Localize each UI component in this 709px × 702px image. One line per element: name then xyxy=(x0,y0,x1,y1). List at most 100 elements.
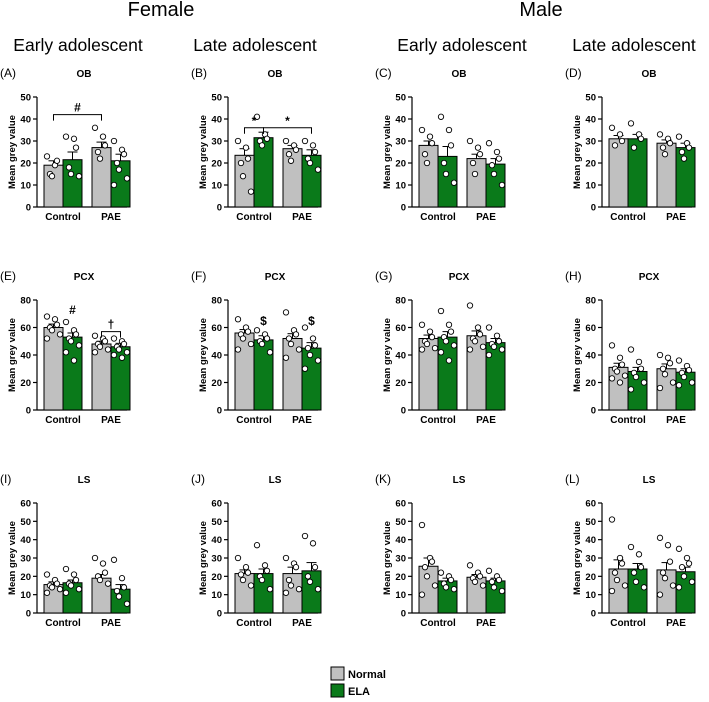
data-point xyxy=(680,155,688,162)
data-point xyxy=(495,576,503,584)
y-tick-label: 0 xyxy=(401,203,406,214)
data-point xyxy=(62,349,70,356)
data-point xyxy=(485,351,493,359)
panel-label: (I) xyxy=(0,472,11,486)
data-point xyxy=(493,148,501,156)
data-point xyxy=(91,332,99,339)
data-point xyxy=(666,140,674,147)
panel-b: (B) OB Mean grey value 0 10 20 30 40 50 Control PA… xyxy=(191,66,322,223)
data-point xyxy=(627,346,635,353)
data-point xyxy=(94,148,102,156)
data-point xyxy=(450,179,458,186)
panel-title: PCX xyxy=(639,272,660,283)
data-point xyxy=(442,170,450,178)
data-point xyxy=(466,137,474,145)
data-point xyxy=(426,133,434,140)
data-point xyxy=(669,582,677,589)
x-tick-label: PAE xyxy=(292,618,312,629)
data-point xyxy=(237,159,245,167)
panel-title: LS xyxy=(643,475,656,486)
y-tick-label: 40 xyxy=(585,115,596,126)
panel-j: (J) LS Mean grey value 0 10 20 30 40 50 60 Control… xyxy=(191,472,322,629)
y-tick-label: 10 xyxy=(395,590,406,601)
panel-title: PCX xyxy=(449,272,470,283)
data-point xyxy=(70,357,78,364)
data-point xyxy=(608,587,616,595)
y-tick-label: 0 xyxy=(217,203,222,214)
y-tick-label: 40 xyxy=(395,351,406,362)
panel-label: (B) xyxy=(191,66,207,80)
data-point xyxy=(48,173,56,180)
data-point xyxy=(450,342,458,349)
y-tick-label: 50 xyxy=(585,93,596,104)
y-tick-label: 20 xyxy=(395,572,406,583)
y-tick-label: 30 xyxy=(20,554,31,565)
data-point xyxy=(498,587,506,595)
data-point xyxy=(418,126,426,134)
data-point xyxy=(426,328,434,335)
y-axis-label: Mean grey value xyxy=(198,115,209,189)
column-header-female-early: Early adolescent xyxy=(13,35,143,55)
bar-control-normal xyxy=(418,144,439,208)
y-tick-label: 50 xyxy=(20,93,31,104)
panel-title: PCX xyxy=(265,272,286,283)
data-point xyxy=(258,142,266,149)
panel-title: OB xyxy=(268,69,283,80)
data-point xyxy=(616,131,624,138)
data-point xyxy=(445,321,453,328)
data-point xyxy=(627,120,635,127)
y-axis-label: Mean grey value xyxy=(7,115,18,189)
data-point xyxy=(314,586,322,593)
data-point xyxy=(656,384,664,392)
data-point xyxy=(104,346,112,353)
data-point xyxy=(247,188,255,195)
data-point xyxy=(608,124,616,131)
data-point xyxy=(91,124,99,131)
data-point xyxy=(253,113,261,120)
y-axis-label: Mean grey value xyxy=(7,521,18,595)
y-tick-label: 50 xyxy=(395,93,406,104)
data-point xyxy=(301,365,309,372)
data-point xyxy=(309,335,317,342)
data-point xyxy=(314,166,322,173)
data-point xyxy=(621,582,629,589)
data-point xyxy=(48,327,56,334)
data-point xyxy=(43,313,51,320)
data-point xyxy=(474,144,482,151)
data-point xyxy=(635,551,643,558)
panel-title: LS xyxy=(453,475,466,486)
data-point xyxy=(266,349,274,356)
data-point xyxy=(418,591,426,598)
data-point xyxy=(627,386,635,393)
x-tick-label: PAE xyxy=(476,212,496,223)
y-tick-label: 0 xyxy=(401,406,406,417)
data-point xyxy=(428,558,436,565)
x-tick-label: Control xyxy=(610,618,646,629)
y-tick-label: 40 xyxy=(211,535,222,546)
data-point xyxy=(295,346,303,353)
y-tick-label: 50 xyxy=(211,93,222,104)
y-tick-label: 30 xyxy=(585,554,596,565)
data-point xyxy=(311,342,319,349)
data-point xyxy=(476,573,484,580)
y-tick-label: 30 xyxy=(211,554,222,565)
panel-label: (G) xyxy=(375,269,392,283)
data-point xyxy=(678,148,686,156)
y-tick-label: 30 xyxy=(211,137,222,148)
y-tick-label: 50 xyxy=(585,517,596,528)
panel-label: (L) xyxy=(565,472,580,486)
x-tick-label: Control xyxy=(420,212,456,223)
y-tick-label: 40 xyxy=(585,351,596,362)
data-point xyxy=(661,151,669,158)
data-point xyxy=(479,343,487,350)
data-point xyxy=(118,354,126,361)
y-tick-label: 40 xyxy=(20,351,31,362)
data-point xyxy=(123,600,131,607)
data-point xyxy=(120,151,128,158)
data-point xyxy=(120,340,128,348)
data-point xyxy=(263,135,271,142)
data-point xyxy=(659,365,667,372)
data-point xyxy=(65,164,73,171)
data-point xyxy=(611,569,619,576)
data-point xyxy=(678,564,686,571)
